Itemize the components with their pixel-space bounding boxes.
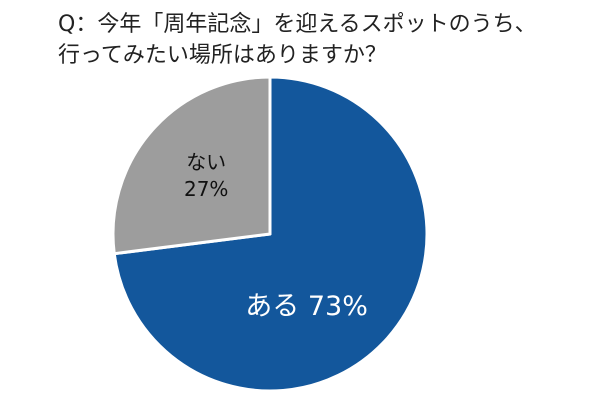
pie-label-nai-percent: 27% — [184, 177, 228, 201]
question-title: Q：今年「周年記念」を迎えるスポットのうち、 行ってみたい場所はありますか？ — [58, 9, 598, 71]
question-line-2: 行ってみたい場所はありますか？ — [58, 43, 387, 68]
pie-label-aru: ある 73% — [245, 291, 368, 322]
question-line-1: Q：今年「周年記念」を迎えるスポットのうち、 — [58, 12, 537, 37]
pie-label-nai-name: ない — [186, 150, 226, 174]
pie-slice-nai — [111, 75, 272, 256]
